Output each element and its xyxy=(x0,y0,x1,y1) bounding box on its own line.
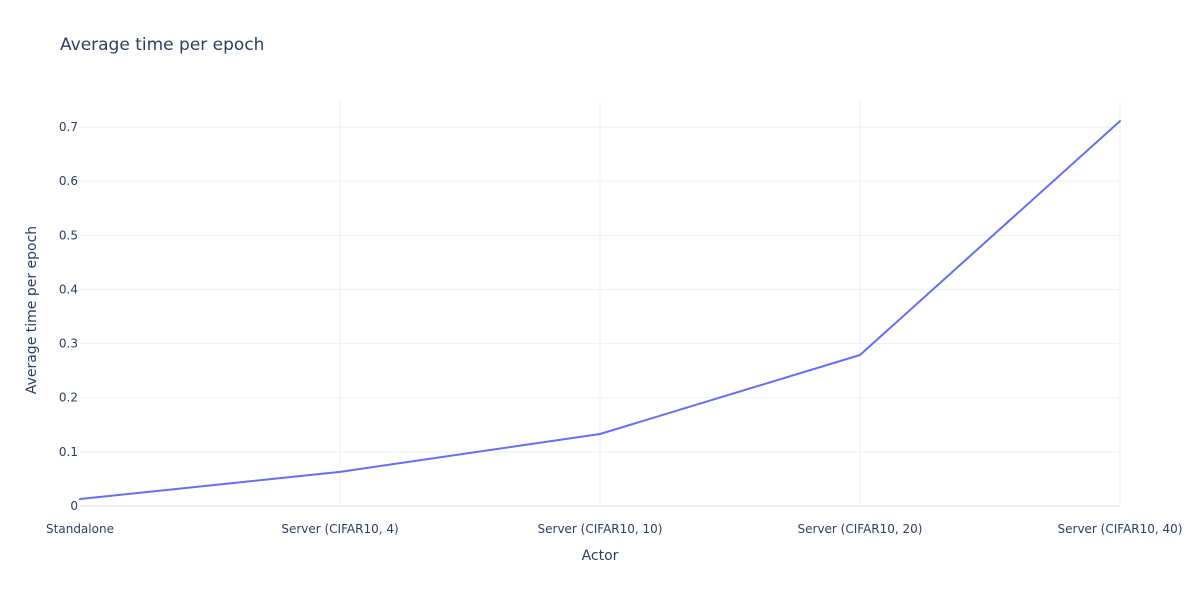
chart-title: Average time per epoch xyxy=(60,35,264,55)
x-tick-label: Standalone xyxy=(46,522,114,536)
x-tick-label: Server (CIFAR10, 4) xyxy=(281,522,398,536)
y-tick-label: 0.7 xyxy=(59,120,78,134)
series-layer xyxy=(79,120,1121,500)
y-tick-label: 0.6 xyxy=(59,174,78,188)
tick-layer: 0 0.1 0.2 0.3 0.4 0.5 0.6 0.7 Standalone Server (… xyxy=(46,120,1182,536)
x-tick-label: Server (CIFAR10, 20) xyxy=(798,522,923,536)
y-tick-label: 0.4 xyxy=(59,282,78,296)
y-tick-label: 0.1 xyxy=(59,445,78,459)
grid-layer xyxy=(80,100,1121,507)
y-tick-label: 0.5 xyxy=(59,228,78,242)
y-tick-label: 0.3 xyxy=(59,337,78,351)
series-line xyxy=(79,120,1121,500)
x-tick-label: Server (CIFAR10, 40) xyxy=(1058,522,1183,536)
y-tick-label: 0.2 xyxy=(59,391,78,405)
y-tick-label: 0 xyxy=(70,499,78,513)
x-axis-title: Actor xyxy=(582,548,619,564)
x-tick-label: Server (CIFAR10, 10) xyxy=(538,522,663,536)
y-axis-title: Average time per epoch xyxy=(24,226,40,394)
